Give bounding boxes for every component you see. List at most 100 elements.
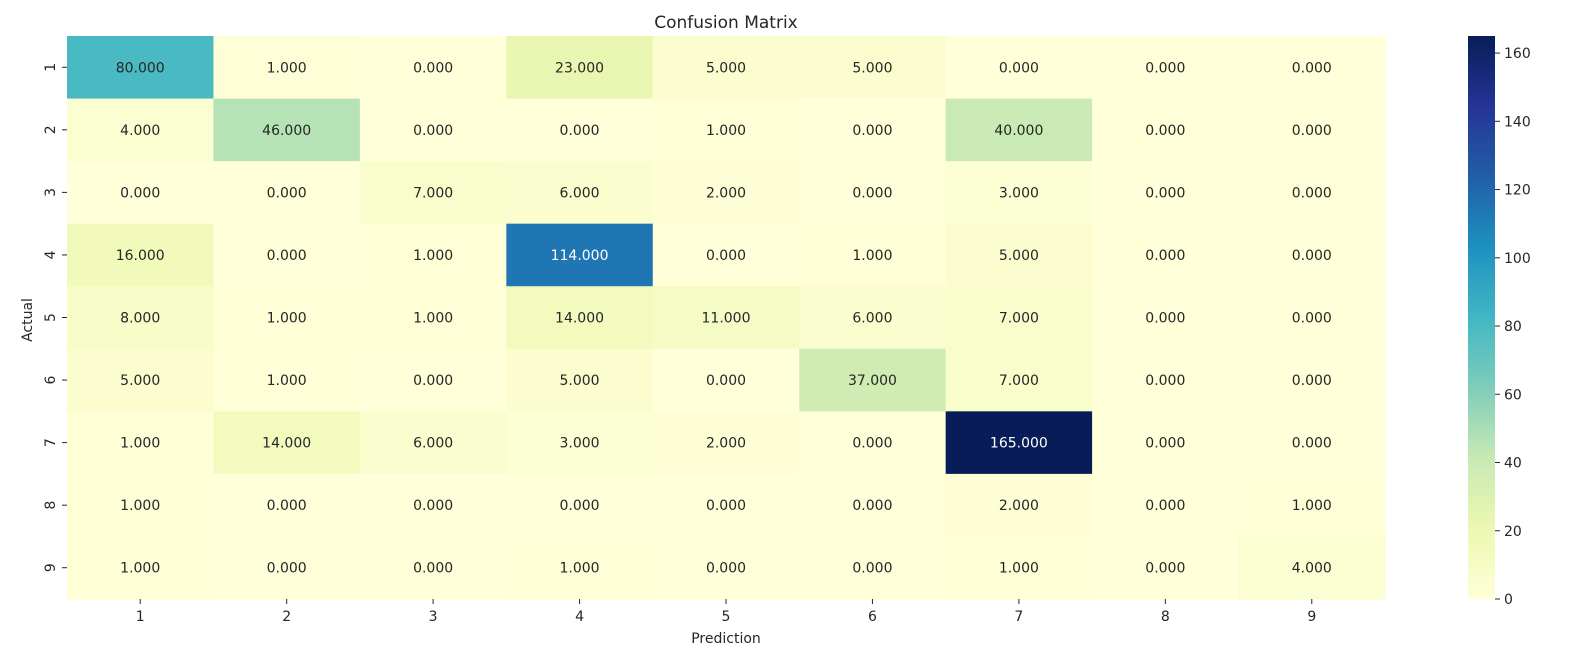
cell-value-label: 16.000 [116, 248, 165, 264]
heatmap-cell [213, 536, 361, 600]
cell-value-label: 0.000 [267, 185, 307, 201]
y-axis-ticks: 1 2 3 4 5 6 7 8 9 [43, 63, 67, 572]
x-tick-label: 4 [575, 609, 584, 625]
y-tick-label: 7 [43, 438, 59, 447]
heatmap-cell [359, 286, 507, 350]
cell-value-label: 2.000 [706, 436, 746, 452]
colorbar-tick-label: 140 [1504, 114, 1531, 130]
cell-value-label: 0.000 [1145, 185, 1185, 201]
cell-value-label: 4.000 [120, 123, 160, 139]
colorbar-tick-label: 0 [1504, 592, 1513, 608]
chart-title: Confusion Matrix [654, 13, 798, 33]
heatmap-cell [652, 36, 800, 100]
cell-value-label: 5.000 [120, 373, 160, 389]
colorbar [1468, 36, 1495, 599]
heatmap-cell [1238, 411, 1386, 475]
heatmap-cell [213, 473, 361, 537]
heatmap-cell [1238, 161, 1386, 225]
heatmap-cell [652, 223, 800, 287]
x-tick-label: 6 [868, 609, 877, 625]
cell-value-label: 6.000 [413, 436, 453, 452]
cell-value-label: 1.000 [999, 561, 1039, 577]
cell-value-label: 0.000 [852, 123, 892, 139]
heatmap-cell [1238, 98, 1386, 162]
heatmap-cell [1238, 348, 1386, 412]
heatmap-cell [1092, 536, 1240, 600]
cell-value-label: 1.000 [852, 248, 892, 264]
x-axis-label: Prediction [691, 631, 761, 647]
heatmap-cell [799, 473, 947, 537]
x-tick-label: 2 [282, 609, 291, 625]
cell-value-label: 1.000 [267, 60, 307, 76]
heatmap-cell [67, 223, 214, 287]
cell-value-label: 46.000 [262, 123, 311, 139]
cell-value-label: 1.000 [706, 123, 746, 139]
heatmap-cell [945, 473, 1093, 537]
cell-value-label: 0.000 [706, 248, 746, 264]
heatmap-cell [506, 348, 654, 412]
cell-value-label: 5.000 [852, 60, 892, 76]
heatmap-cell [506, 286, 654, 350]
cell-value-label: 0.000 [1145, 248, 1185, 264]
colorbar-tick-label: 40 [1504, 456, 1522, 472]
heatmap-cell [359, 223, 507, 287]
cell-value-label: 0.000 [413, 561, 453, 577]
y-tick-label: 6 [43, 376, 59, 385]
colorbar-tick-label: 100 [1504, 251, 1531, 267]
cell-value-label: 5.000 [706, 60, 746, 76]
cell-value-label: 80.000 [116, 60, 165, 76]
heatmap-cell [1092, 286, 1240, 350]
heatmap-cell [799, 161, 947, 225]
cell-value-label: 1.000 [413, 248, 453, 264]
x-tick-label: 5 [722, 609, 731, 625]
x-tick-label: 1 [136, 609, 145, 625]
cell-value-label: 0.000 [560, 123, 600, 139]
cell-value-label: 40.000 [994, 123, 1043, 139]
heatmap-cell [945, 286, 1093, 350]
cell-value-label: 0.000 [999, 60, 1039, 76]
heatmap-cell [359, 411, 507, 475]
cell-value-label: 0.000 [1292, 248, 1332, 264]
y-tick-label: 9 [43, 563, 59, 572]
x-tick-label: 8 [1161, 609, 1170, 625]
x-tick-label: 3 [429, 609, 438, 625]
cell-value-label: 0.000 [1145, 498, 1185, 514]
heatmap-cell [652, 98, 800, 162]
cell-value-label: 0.000 [1292, 185, 1332, 201]
cell-value-label: 0.000 [852, 561, 892, 577]
y-tick-label: 2 [43, 125, 59, 134]
heatmap-cell [213, 161, 361, 225]
heatmap-cell [799, 36, 947, 100]
cell-value-label: 0.000 [1145, 561, 1185, 577]
heatmap-cell [506, 411, 654, 475]
cell-value-label: 11.000 [702, 311, 751, 327]
heatmap-cell [213, 348, 361, 412]
cell-value-label: 3.000 [560, 436, 600, 452]
cell-value-label: 5.000 [560, 373, 600, 389]
heatmap-cell [945, 36, 1093, 100]
heatmap-cells: 80.000 1.000 0.000 23.000 5.000 5.000 0.000 0.0… [67, 36, 1386, 600]
heatmap-cell [506, 473, 654, 537]
heatmap-cell [67, 98, 214, 162]
heatmap-cell [1238, 536, 1386, 600]
heatmap-cell [652, 161, 800, 225]
cell-value-label: 1.000 [267, 373, 307, 389]
heatmap-cell [652, 286, 800, 350]
heatmap-cell [67, 473, 214, 537]
cell-value-label: 0.000 [413, 373, 453, 389]
heatmap-cell [67, 348, 214, 412]
heatmap-cell [506, 536, 654, 600]
cell-value-label: 4.000 [1292, 561, 1332, 577]
cell-value-label: 0.000 [1145, 436, 1185, 452]
cell-value-label: 0.000 [413, 498, 453, 514]
cell-value-label: 165.000 [990, 436, 1048, 452]
cell-value-label: 0.000 [852, 185, 892, 201]
heatmap-cell [67, 536, 214, 600]
heatmap-cell [652, 536, 800, 600]
heatmap-cell [213, 223, 361, 287]
y-tick-label: 3 [43, 188, 59, 197]
heatmap-cell [945, 348, 1093, 412]
cell-value-label: 0.000 [706, 561, 746, 577]
x-tick-label: 7 [1014, 609, 1023, 625]
heatmap-cell [213, 98, 361, 162]
